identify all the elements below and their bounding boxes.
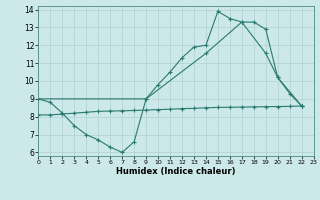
X-axis label: Humidex (Indice chaleur): Humidex (Indice chaleur) [116, 167, 236, 176]
